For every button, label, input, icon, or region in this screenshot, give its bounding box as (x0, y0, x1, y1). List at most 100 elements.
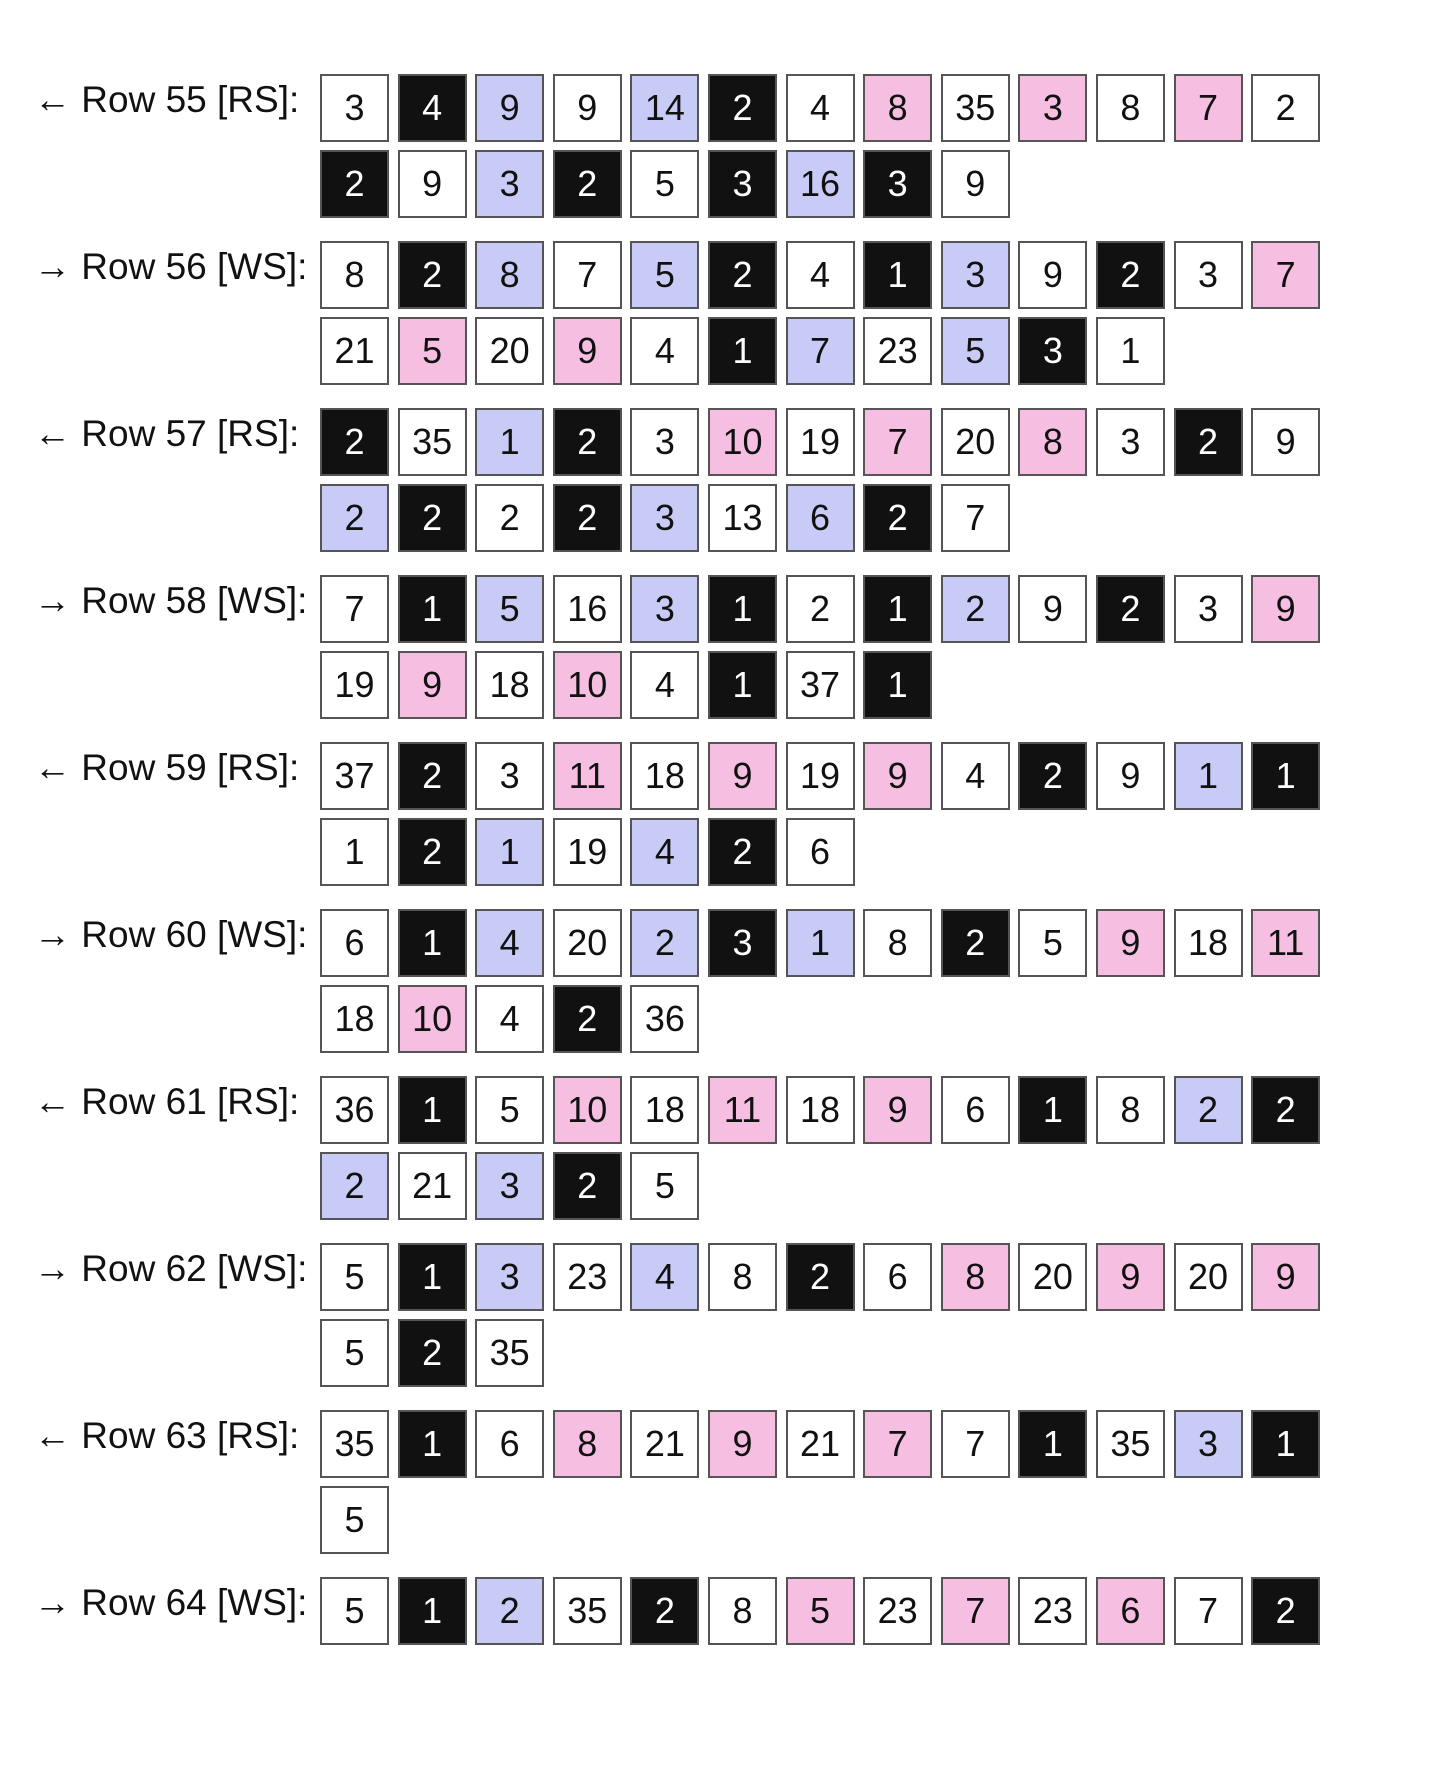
stitch-cell: 16 (785, 150, 855, 218)
stitch-cell: 3 (1095, 408, 1165, 476)
stitch-cell: 2 (397, 818, 467, 886)
stitch-cell: 20 (552, 909, 622, 977)
stitch-cell: 23 (863, 317, 933, 385)
stitch-cell: 5 (1018, 909, 1088, 977)
stitch-cell: 8 (707, 1577, 777, 1645)
stitch-cell: 9 (1251, 408, 1321, 476)
stitch-cell: 1 (397, 909, 467, 977)
stitch-cell: 3 (475, 150, 545, 218)
stitch-cell: 7 (1173, 1577, 1243, 1645)
stitch-cell: 3 (630, 484, 700, 552)
stitch-cell: 9 (1251, 1243, 1321, 1311)
stitch-cell: 5 (630, 241, 700, 309)
stitch-cell: 7 (940, 484, 1010, 552)
stitch-grid: 3 4 9 9 14 2 4 8 35 3 8 7 2 2 9 3 2 5 3 16 3 9 (320, 74, 1321, 218)
stitch-cell: 35 (475, 1319, 545, 1387)
stitch-cell: 2 (397, 241, 467, 309)
stitch-grid: 5 1 3 23 4 8 2 6 8 20 9 20 9 5 2 35 (320, 1243, 1321, 1387)
stitch-cell: 2 (320, 484, 389, 552)
stitch-cell: 6 (1095, 1577, 1165, 1645)
pattern-row: ← Row 61 [RS]: 36 1 5 10 18 11 18 9 6 1 8 2 2 2 21 3 2 5 (0, 1076, 1445, 1220)
stitch-cell: 35 (320, 1410, 389, 1478)
stitch-cell: 2 (320, 408, 389, 476)
stitch-cell: 7 (1173, 74, 1243, 142)
stitch-cell: 10 (552, 1076, 622, 1144)
stitch-cell: 6 (475, 1410, 545, 1478)
stitch-cell: 3 (475, 1152, 545, 1220)
stitch-cell: 1 (1095, 317, 1165, 385)
stitch-cell: 8 (552, 1410, 622, 1478)
stitch-cell: 18 (1173, 909, 1243, 977)
stitch-cell: 2 (707, 818, 777, 886)
stitch-grid: 37 2 3 11 18 9 19 9 4 2 9 1 1 1 2 1 19 4 2 6 (320, 742, 1321, 886)
stitch-cell: 2 (475, 1577, 545, 1645)
stitch-cell: 1 (475, 818, 545, 886)
stitch-cell: 3 (1173, 1410, 1243, 1478)
stitch-grid: 2 35 1 2 3 10 19 7 20 8 3 2 9 2 2 2 2 3 13 6 2 7 (320, 408, 1321, 552)
stitch-cell: 4 (475, 909, 545, 977)
row-label: ← Row 59 [RS]: (34, 747, 300, 788)
pattern-row: → Row 60 [WS]: 6 1 4 20 2 3 1 8 2 5 9 18 11 18 10 4 2 36 (0, 909, 1445, 1053)
stitch-cell: 2 (320, 150, 389, 218)
stitch-cell: 3 (1018, 74, 1088, 142)
stitch-cell: 2 (785, 575, 855, 643)
stitch-cell: 2 (320, 1152, 389, 1220)
stitch-cell: 4 (785, 241, 855, 309)
stitch-cell: 1 (707, 575, 777, 643)
stitch-grid: 35 1 6 8 21 9 21 7 7 1 35 3 1 5 (320, 1410, 1321, 1554)
stitch-cell: 6 (785, 484, 855, 552)
pattern-row: ← Row 59 [RS]: 37 2 3 11 18 9 19 9 4 2 9 1 1 1 2 1 19 4 2 6 (0, 742, 1445, 886)
stitch-cell: 5 (475, 575, 545, 643)
stitch-cell: 14 (630, 74, 700, 142)
stitch-cell: 9 (552, 317, 622, 385)
stitch-cell: 5 (320, 1319, 389, 1387)
stitch-cell: 5 (320, 1577, 389, 1645)
pattern-row: → Row 56 [WS]: 8 2 8 7 5 2 4 1 3 9 2 3 7 21 5 20 9 4 1 7 23 5 3… (0, 241, 1445, 385)
stitch-cell: 3 (707, 150, 777, 218)
stitch-cell: 1 (785, 909, 855, 977)
stitch-cell: 23 (552, 1243, 622, 1311)
stitch-cell: 2 (1095, 575, 1165, 643)
stitch-cell: 18 (320, 985, 389, 1053)
pattern-row: ← Row 55 [RS]: 3 4 9 9 14 2 4 8 35 3 8 7 2 2 9 3 2 5 3 16 3 9 (0, 74, 1445, 218)
stitch-cell: 1 (320, 818, 389, 886)
stitch-cell: 37 (320, 742, 389, 810)
stitch-cell: 9 (863, 1076, 933, 1144)
stitch-cell: 2 (552, 985, 622, 1053)
stitch-grid: 36 1 5 10 18 11 18 9 6 1 8 2 2 2 21 3 2 5 (320, 1076, 1321, 1220)
stitch-cell: 1 (397, 1076, 467, 1144)
stitch-cell: 3 (1173, 575, 1243, 643)
stitch-cell: 9 (1018, 575, 1088, 643)
stitch-cell: 7 (785, 317, 855, 385)
stitch-cell: 9 (1095, 1243, 1165, 1311)
stitch-cell: 3 (320, 74, 389, 142)
stitch-cell: 4 (940, 742, 1010, 810)
pattern-row: → Row 58 [WS]: 7 1 5 16 3 1 2 1 2 9 2 3 9 19 9 18 10 4 1 37 1 (0, 575, 1445, 719)
stitch-cell: 8 (940, 1243, 1010, 1311)
stitch-cell: 5 (630, 1152, 700, 1220)
stitch-cell: 18 (475, 651, 545, 719)
stitch-cell: 18 (630, 1076, 700, 1144)
stitch-cell: 7 (863, 408, 933, 476)
stitch-cell: 1 (1251, 1410, 1321, 1478)
stitch-grid: 8 2 8 7 5 2 4 1 3 9 2 3 7 21 5 20 9 4 1 7 23 5 3 1 (320, 241, 1321, 385)
stitch-cell: 20 (940, 408, 1010, 476)
stitch-cell: 1 (1018, 1410, 1088, 1478)
stitch-cell: 8 (320, 241, 389, 309)
stitch-cell: 8 (1095, 1076, 1165, 1144)
pattern-row: → Row 62 [WS]: 5 1 3 23 4 8 2 6 8 20 9 20 9 5 2 35 (0, 1243, 1445, 1387)
stitch-cell: 2 (1095, 241, 1165, 309)
stitch-cell: 7 (1251, 241, 1321, 309)
stitch-cell: 1 (707, 317, 777, 385)
stitch-cell: 2 (397, 742, 467, 810)
stitch-cell: 36 (630, 985, 700, 1053)
stitch-cell: 9 (397, 651, 467, 719)
stitch-cell: 9 (552, 74, 622, 142)
stitch-cell: 8 (863, 909, 933, 977)
stitch-cell: 9 (707, 742, 777, 810)
stitch-cell: 9 (397, 150, 467, 218)
stitch-cell: 20 (1018, 1243, 1088, 1311)
stitch-cell: 11 (1251, 909, 1321, 977)
stitch-cell: 1 (1173, 742, 1243, 810)
stitch-cell: 1 (1018, 1076, 1088, 1144)
